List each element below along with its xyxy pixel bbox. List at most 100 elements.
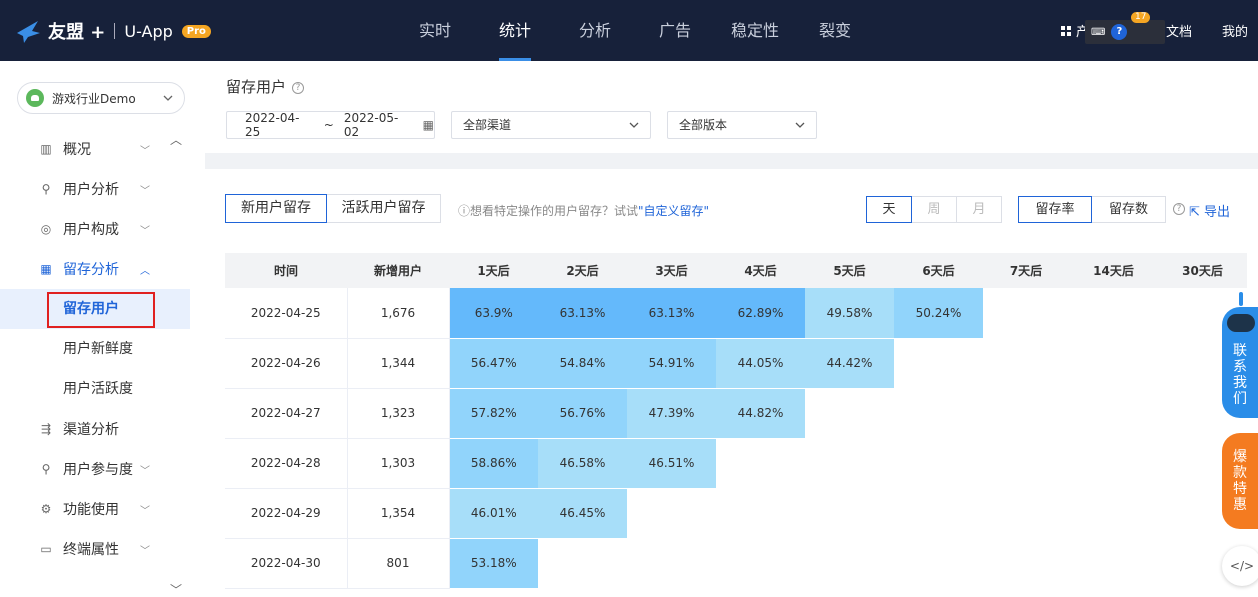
empty-cell	[983, 388, 1069, 438]
sidebar-item-feature-usage[interactable]: ⚙ 功能使用 ﹀	[0, 489, 190, 529]
promo-button[interactable]: 爆款特惠	[1222, 433, 1258, 529]
android-icon	[26, 89, 44, 107]
sidebar-item-device[interactable]: ▭ 终端属性 ﹀	[0, 529, 190, 569]
empty-cell	[1069, 438, 1158, 488]
period-week-button[interactable]: 周	[912, 196, 957, 223]
grid-icon	[1060, 26, 1071, 36]
nav-fission[interactable]: 裂变	[818, 21, 851, 40]
app-selector[interactable]: 游戏行业Demo	[17, 82, 185, 114]
main-nav: 实时 统计 分析 广告 稳定性 裂变	[395, 0, 875, 61]
calendar-icon: ▦	[422, 118, 434, 132]
chevron-up-icon: ︿	[140, 266, 150, 277]
nav-stability[interactable]: 稳定性	[730, 21, 779, 40]
date-cell: 2022-04-26	[225, 338, 348, 389]
chat-icon[interactable]: </>	[1222, 546, 1258, 586]
retention-rate-cell: 49.58%	[805, 288, 894, 339]
retention-icon: ▦	[40, 262, 52, 276]
empty-cell	[983, 438, 1069, 488]
metric-rate-button[interactable]: 留存率	[1018, 196, 1092, 223]
empty-cell	[805, 388, 894, 438]
sidebar-item-label: 留存分析	[63, 262, 119, 278]
sidebar-item-user-composition[interactable]: ◎ 用户构成 ﹀	[0, 209, 190, 249]
feature-icon: ⚙	[40, 502, 52, 516]
sidebar-subitem-retained-users[interactable]: 留存用户	[0, 289, 190, 329]
table-header-row: 时间 新增用户 1天后 2天后 3天后 4天后 5天后 6天后 7天后 14天后…	[225, 253, 1247, 288]
tab-new-user-retention[interactable]: 新用户留存	[225, 194, 327, 223]
sidebar-item-label: 终端属性	[63, 542, 119, 558]
nav-analysis[interactable]: 分析	[578, 21, 611, 40]
sidebar-item-label: 用户参与度	[63, 462, 133, 478]
empty-cell	[894, 338, 983, 388]
engagement-icon: ⚲	[41, 462, 51, 476]
sidebar-item-channel-analysis[interactable]: ⇶ 渠道分析	[0, 409, 190, 449]
chevron-down-icon	[795, 122, 805, 128]
retention-panel: 新用户留存 活跃用户留存 ⓘ想看特定操作的用户留存？试试"自定义留存" 天 周 …	[205, 169, 1258, 597]
table-row: 2022-04-25 1,676 63.9% 63.13% 63.13% 62.89% 49…	[225, 288, 1247, 339]
empty-cell	[1069, 538, 1158, 588]
header-cell: 30天后	[1158, 253, 1247, 288]
header-cell: 新增用户	[347, 253, 449, 288]
retention-rate-cell: 47.39%	[627, 388, 716, 439]
page-title-text: 留存用户	[226, 78, 287, 96]
date-cell: 2022-04-29	[225, 488, 348, 539]
sidebar-item-label: 功能使用	[63, 502, 119, 518]
header-cell: 3天后	[627, 253, 716, 288]
new-users-cell: 1,323	[347, 388, 450, 439]
hint-text: ⓘ想看特定操作的用户留存？试试	[458, 204, 639, 218]
sidebar-item-engagement[interactable]: ⚲ 用户参与度 ﹀	[0, 449, 190, 489]
empty-cell	[1069, 338, 1158, 388]
retention-rate-cell: 57.82%	[449, 388, 538, 439]
floating-toolbar[interactable]: ⌨ ?	[1085, 20, 1165, 44]
brand-logo[interactable]: 友盟 + U-App Pro	[14, 17, 211, 45]
retention-rate-cell: 54.91%	[627, 338, 716, 389]
docs-link[interactable]: 文档	[1165, 25, 1192, 40]
user-composition-icon: ◎	[40, 222, 52, 236]
empty-cell	[627, 488, 716, 538]
period-month-button[interactable]: 月	[957, 196, 1002, 223]
sidebar-item-user-analysis[interactable]: ⚲ 用户分析 ﹀	[0, 169, 190, 209]
header-cell: 14天后	[1069, 253, 1158, 288]
help-icon[interactable]: ?	[1173, 203, 1185, 215]
date-end: 2022-05-02	[343, 111, 399, 139]
pro-badge: Pro	[181, 24, 211, 38]
help-icon[interactable]: ?	[292, 82, 305, 94]
scroll-up-icon[interactable]: ︿	[170, 133, 183, 147]
empty-cell	[627, 538, 716, 588]
metric-count-button[interactable]: 留存数	[1092, 196, 1166, 223]
date-range-picker[interactable]: 2022-04-25 ~ 2022-05-02 ▦	[226, 111, 435, 139]
brand-name: 友盟 +	[48, 22, 106, 43]
channel-value: 全部渠道	[463, 118, 512, 132]
chevron-down-icon: ﹀	[140, 506, 150, 517]
keyboard-icon[interactable]: ⌨	[1091, 26, 1106, 38]
retention-rate-cell: 58.86%	[449, 438, 538, 489]
sidebar-item-overview[interactable]: ▥ 概况 ﹀	[0, 129, 190, 169]
nav-realtime[interactable]: 实时	[418, 21, 451, 40]
product-name: U-App	[124, 21, 173, 41]
nav-statistics[interactable]: 统计	[475, 0, 555, 61]
sidebar-subitem-user-activity[interactable]: 用户活跃度	[63, 381, 133, 397]
retention-rate-cell: 50.24%	[894, 288, 983, 339]
tab-active-user-retention[interactable]: 活跃用户留存	[327, 194, 441, 223]
mine-menu[interactable]: 我的	[1221, 25, 1248, 40]
export-button[interactable]: ⇱ 导出	[1189, 201, 1230, 220]
help-icon[interactable]: ?	[1111, 24, 1128, 40]
sidebar-item-retention[interactable]: ▦ 留存分析 ︿	[0, 249, 190, 289]
date-cell: 2022-04-28	[225, 438, 348, 489]
table-row: 2022-04-30 801 53.18%	[225, 538, 1247, 589]
new-users-cell: 1,303	[347, 438, 450, 489]
custom-retention-link[interactable]: "自定义留存"	[638, 204, 710, 218]
version-select[interactable]: 全部版本	[667, 111, 817, 139]
date-cell: 2022-04-25	[225, 288, 348, 339]
nav-ads[interactable]: 广告	[658, 21, 691, 40]
period-day-button[interactable]: 天	[866, 196, 912, 223]
selection-highlight-box	[47, 292, 155, 328]
empty-cell	[805, 538, 894, 588]
chevron-down-icon: ﹀	[140, 146, 150, 157]
date-cell: 2022-04-27	[225, 388, 348, 439]
brand-divider	[114, 23, 116, 39]
sidebar-subitem-user-freshness[interactable]: 用户新鲜度	[63, 341, 133, 357]
empty-cell	[1069, 388, 1158, 438]
channel-select[interactable]: 全部渠道	[451, 111, 651, 139]
scroll-down-icon[interactable]: ﹀	[170, 583, 183, 597]
header-cell: 4天后	[716, 253, 805, 288]
